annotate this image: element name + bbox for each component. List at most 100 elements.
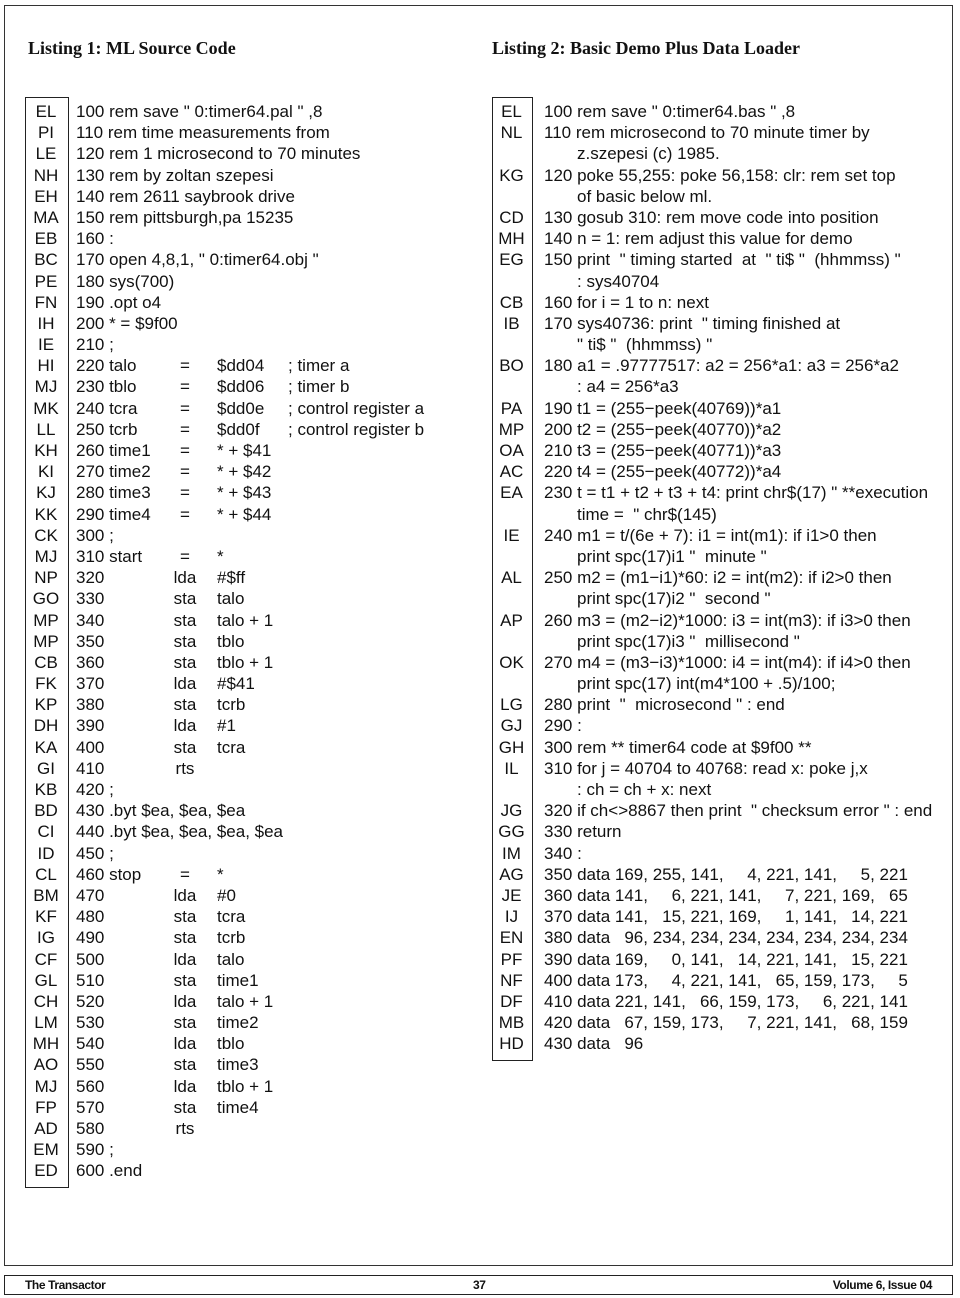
line-text: 260 time1 xyxy=(76,441,151,460)
checksum: MP xyxy=(498,419,525,439)
checksum: GI xyxy=(37,758,55,778)
operator: sta xyxy=(173,737,197,757)
code-line: EN 380 data 96, 234, 234, 234, 234, 234, … xyxy=(492,927,942,948)
code-line: PI 110 rem time measurements from xyxy=(25,122,465,143)
code-line: NF 400 data 173, 4, 221, 141, 65, 159, 17… xyxy=(492,970,942,991)
operator: rts xyxy=(175,1119,195,1138)
checksum: EA xyxy=(500,483,523,503)
checksum: CD xyxy=(499,207,524,227)
line-text: 130 rem by zoltan szepesi xyxy=(76,165,274,185)
code-line: KK 290 time4 = * + $44 xyxy=(25,504,465,525)
operand: $dd0e xyxy=(217,398,265,418)
operand: * xyxy=(217,546,224,566)
code-line: AG 350 data 169, 255, 141, 4, 221, 141, 5… xyxy=(492,864,942,885)
checksum: KF xyxy=(35,907,57,927)
code-line: FN 190 .opt o4 xyxy=(25,292,465,313)
code-line-continuation: : sys40704 xyxy=(492,271,942,292)
line-text: 190 t1 = (255−peek(40769))*a1 xyxy=(544,398,782,418)
checksum: HI xyxy=(37,356,55,376)
code-line: GJ 290 : xyxy=(492,715,942,736)
checksum: DH xyxy=(33,716,59,736)
checksum: NF xyxy=(500,970,523,990)
code-line: PA 190 t1 = (255−peek(40769))*a1 xyxy=(492,398,942,419)
code-line: DF 410 data 221, 141, 66, 159, 173, 6, 22… xyxy=(492,991,942,1012)
code-line: CI 440 .byt $ea, $ea, $ea, $ea xyxy=(25,821,465,842)
line-text: 510 xyxy=(76,970,105,990)
operator: sta xyxy=(173,695,197,715)
code-line: AO 550 sta time3 xyxy=(25,1054,465,1075)
line-text: 180 sys(700) xyxy=(76,271,175,291)
operand: time3 xyxy=(217,1055,259,1075)
line-text: 580 xyxy=(76,1119,105,1138)
operand: time4 xyxy=(217,1097,259,1117)
operand: * + $44 xyxy=(217,504,272,524)
operand: time1 xyxy=(217,970,259,990)
code-line: EG 150 print " timing started at " ti$ " … xyxy=(492,249,942,270)
code-line: CL 460 stop = * xyxy=(25,864,465,885)
code-line-continuation: " ti$ " (hhmmss) " xyxy=(492,334,942,355)
code-line: EL 100 rem save " 0:timer64.pal " ,8 xyxy=(25,101,465,122)
operator: lda xyxy=(173,991,197,1011)
line-text: 350 xyxy=(76,631,105,651)
code-line-continuation: : ch = ch + x: next xyxy=(492,779,942,800)
checksum: AC xyxy=(499,462,524,482)
line-text: 540 xyxy=(76,1034,105,1054)
checksum: GO xyxy=(32,589,60,609)
line-text: : ch = ch + x: next xyxy=(577,780,712,799)
code-line: IJ 370 data 141, 15, 221, 169, 1, 141, 14… xyxy=(492,906,942,927)
code-line-continuation: : a4 = 256*a3 xyxy=(492,376,942,397)
line-text: 300 ; xyxy=(76,525,114,545)
code-line: MJ 560 lda tblo + 1 xyxy=(25,1076,465,1097)
checksum: NL xyxy=(500,123,523,143)
checksum: IL xyxy=(504,758,519,778)
checksum: MH xyxy=(32,1034,60,1054)
code-line: LE 120 rem 1 microsecond to 70 minutes xyxy=(25,143,465,164)
comment: ; timer a xyxy=(288,356,350,376)
checksum: FK xyxy=(35,674,57,694)
code-line: KB 420 ; xyxy=(25,779,465,800)
checksum: EN xyxy=(499,928,524,948)
code-line: OK 270 m4 = (m3−i3)*1000: i4 = int(m4): i… xyxy=(492,652,942,673)
operator: = xyxy=(180,419,190,439)
line-text: : sys40704 xyxy=(577,271,660,291)
code-line: MA 150 rem pittsburgh,pa 15235 xyxy=(25,207,465,228)
line-text: 140 rem 2611 saybrook drive xyxy=(76,186,295,206)
line-text: 480 xyxy=(76,907,105,927)
operator: = xyxy=(180,546,190,566)
checksum: CH xyxy=(33,991,59,1011)
operand: $dd06 xyxy=(217,377,265,397)
line-text: 590 ; xyxy=(76,1140,114,1160)
code-line: AP 260 m3 = (m2−i2)*1000: i3 = int(m3): i… xyxy=(492,610,942,631)
line-text: of basic below ml. xyxy=(577,186,713,206)
line-text: 290 : xyxy=(544,716,582,736)
line-text: print spc(17)i2 " second " xyxy=(577,589,771,609)
listing2-title: Listing 2: Basic Demo Plus Data Loader xyxy=(492,38,800,58)
line-text: " ti$ " (hhmmss) " xyxy=(577,335,713,355)
line-text: 430 .byt $ea, $ea, $ea xyxy=(76,801,246,821)
line-text: 520 xyxy=(76,991,105,1011)
line-text: 230 t = t1 + t2 + t3 + t4: print chr$(17… xyxy=(544,483,929,503)
checksum: KP xyxy=(34,695,58,715)
operand: tcrb xyxy=(217,695,246,715)
line-text: 230 tblo xyxy=(76,377,137,397)
operator: lda xyxy=(173,568,197,588)
operand: #1 xyxy=(217,716,236,736)
line-text: 430 data 96 xyxy=(544,1034,644,1054)
comment: ; control register a xyxy=(288,398,425,418)
line-text: 270 time2 xyxy=(76,462,151,482)
operator: lda xyxy=(173,1034,197,1054)
line-text: print spc(17) int(m4*100 + .5)/100; xyxy=(577,674,836,694)
code-line: CD 130 gosub 310: rem move code into posi… xyxy=(492,207,942,228)
code-line: BD 430 .byt $ea, $ea, $ea xyxy=(25,800,465,821)
code-line: IG 490 sta tcrb xyxy=(25,927,465,948)
code-line: CH 520 lda talo + 1 xyxy=(25,991,465,1012)
line-text: 400 xyxy=(76,737,105,757)
code-line-continuation: time = " chr$(145) xyxy=(492,504,942,525)
checksum: FP xyxy=(35,1097,57,1117)
line-text: 460 stop xyxy=(76,864,142,884)
line-text: z.szepesi (c) 1985. xyxy=(577,144,720,164)
line-text: 490 xyxy=(76,928,105,948)
operator: sta xyxy=(173,1055,197,1075)
operator: = xyxy=(180,398,190,418)
checksum: BM xyxy=(33,885,59,905)
